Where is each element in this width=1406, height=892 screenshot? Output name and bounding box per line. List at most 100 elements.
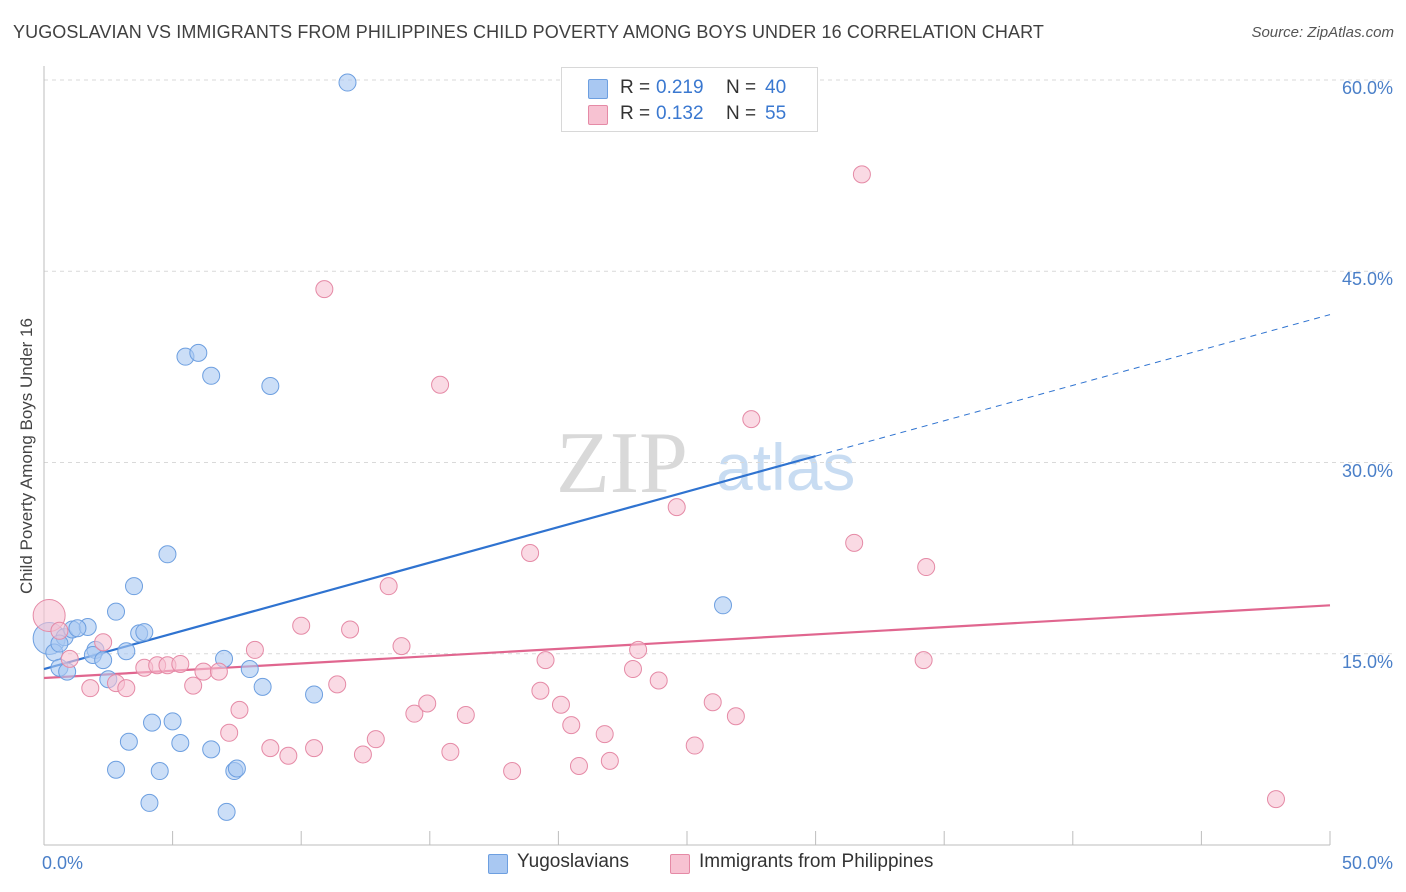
data-point-yugoslavians [119,732,138,751]
data-point-philippines [917,558,936,577]
data-point-philippines [852,165,871,184]
data-point-philippines [845,533,864,552]
trend-line-0 [43,455,816,671]
data-point-philippines [50,621,69,640]
data-point-yugoslavians [117,642,136,661]
legend-swatch-blue [588,79,608,99]
data-point-yugoslavians [714,596,733,615]
data-point-yugoslavians [163,712,182,731]
data-point-yugoslavians [227,759,246,778]
data-point-philippines [305,739,324,758]
data-point-yugoslavians [143,713,162,732]
data-point-yugoslavians [202,740,221,759]
data-point-philippines [353,745,372,764]
bottom-legend-swatch-blue [488,854,508,874]
data-point-yugoslavians [217,802,236,821]
data-point-philippines [328,675,347,694]
data-point-philippines [562,716,581,735]
data-point-yugoslavians [202,366,221,385]
data-point-yugoslavians [261,377,280,395]
data-point-philippines [600,751,619,770]
legend-n-value: 55 [765,103,787,124]
data-point-philippines [1266,790,1285,809]
data-point-philippines [551,695,570,714]
data-point-yugoslavians [150,762,169,781]
x-tick-label-min: 0.0% [42,853,84,873]
data-point-yugoslavians [253,677,272,696]
y-axis-label: Child Poverty Among Boys Under 16 [17,318,36,594]
data-point-philippines [726,707,745,726]
legend-r-label: R = [620,77,651,98]
data-point-philippines [341,620,360,639]
trend-line-extension-0 [815,314,1331,457]
y-tick-label: 30.0% [1341,460,1393,481]
data-point-philippines [685,736,704,755]
x-tick-label-max: 50.0% [1341,853,1393,873]
data-point-philippines [209,662,228,681]
data-point-philippines [569,756,588,775]
data-point-philippines [521,544,540,563]
data-point-yugoslavians [189,343,208,362]
trend-line-1 [43,604,1331,680]
data-point-philippines [441,742,460,761]
legend-n-label: N = [726,77,757,98]
data-point-philippines [703,693,722,712]
data-point-philippines [379,577,398,596]
data-point-yugoslavians [68,619,87,638]
data-point-philippines [431,375,450,394]
data-point-yugoslavians [135,623,154,642]
data-point-philippines [418,694,437,713]
data-point-philippines [94,633,113,652]
data-point-philippines [279,746,298,765]
y-tick-label: 60.0% [1341,78,1393,98]
legend: R = 0.219 N = 40 R = 0.132 N = 55 [561,67,818,132]
data-point-philippines [245,640,264,659]
legend-r-value: 0.219 [656,77,704,98]
data-point-yugoslavians [107,602,126,621]
y-tick-label: 15.0% [1341,651,1393,672]
data-point-philippines [392,637,411,656]
data-point-philippines [623,660,642,679]
data-point-philippines [292,616,311,635]
data-point-philippines [405,704,424,723]
data-point-philippines [742,410,761,429]
watermark-zip: ZIP [556,415,688,512]
data-point-yugoslavians [158,545,177,564]
data-point-philippines [914,651,933,670]
data-point-philippines [649,671,668,690]
data-point-philippines [536,651,555,670]
legend-swatch-pink [588,105,608,125]
bottom-legend-swatch-pink [670,854,690,874]
data-point-philippines [81,679,100,698]
legend-r-value: 0.132 [656,103,704,124]
chart-title: YUGOSLAVIAN VS IMMIGRANTS FROM PHILIPPIN… [13,22,1044,42]
data-point-yugoslavians [107,760,126,779]
data-point-philippines [456,705,475,724]
data-point-yugoslavians [240,660,259,679]
data-point-philippines [531,681,550,700]
legend-n-label: N = [726,103,757,124]
data-point-philippines [171,654,190,673]
data-point-philippines [629,640,648,659]
data-point-philippines [503,762,522,781]
data-point-philippines [230,700,249,719]
data-point-yugoslavians [338,73,357,92]
data-point-philippines [60,649,79,668]
y-tick-label: 45.0% [1341,269,1393,290]
bottom-legend-label: Yugoslavians [517,851,629,872]
data-point-yugoslavians [140,793,159,812]
bottom-legend-label: Immigrants from Philippines [699,851,934,872]
data-point-philippines [595,725,614,744]
data-point-philippines [184,676,203,695]
watermark: ZIP atlas [556,415,855,512]
data-point-yugoslavians [125,577,144,596]
data-point-philippines [315,280,334,299]
data-point-philippines [194,662,213,681]
data-point-philippines [261,739,280,758]
data-point-philippines [667,498,686,517]
data-point-philippines [117,679,136,698]
data-point-philippines [366,730,385,749]
legend-n-value: 40 [765,77,787,98]
data-point-yugoslavians [171,734,190,752]
